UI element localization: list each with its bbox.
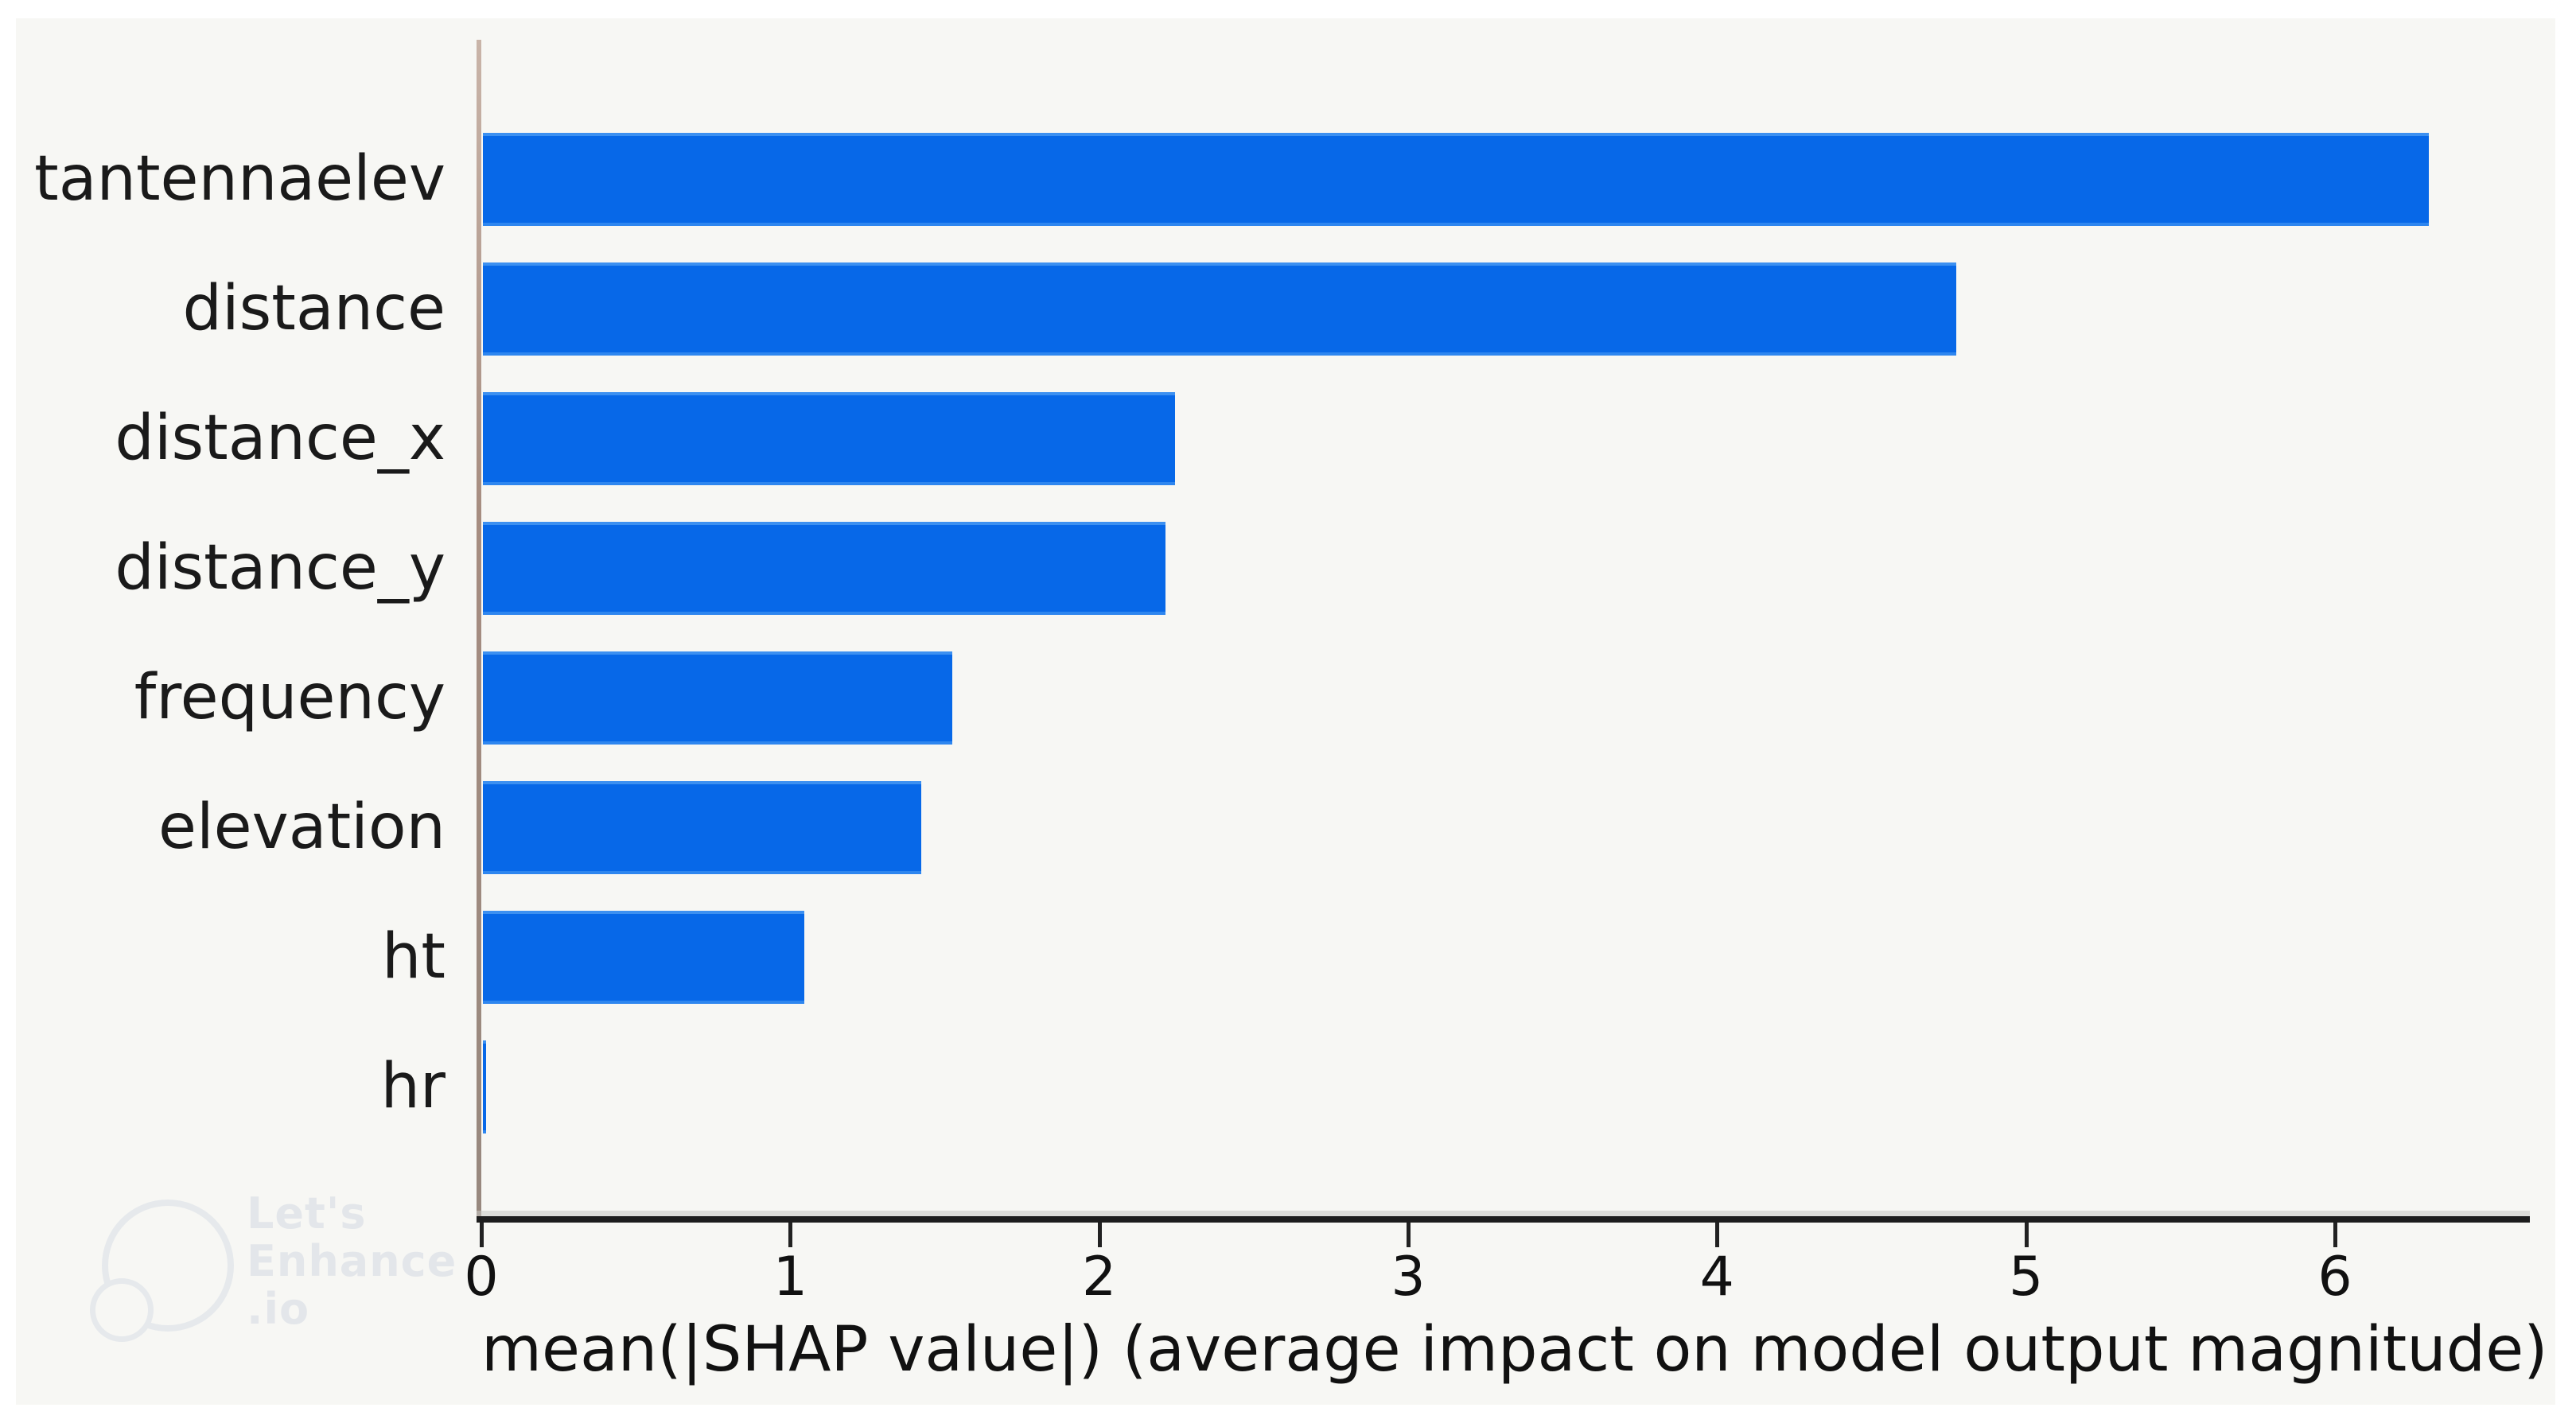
watermark-circle-small	[90, 1278, 154, 1342]
watermark-circle-large	[102, 1200, 234, 1332]
bar-distance_x	[483, 391, 1175, 485]
watermark-line: Let's	[247, 1188, 367, 1238]
x-axis-label: mean(|SHAP value|) (average impact on mo…	[481, 1314, 2548, 1386]
feature-label-frequency: frequency	[134, 662, 446, 733]
bar-hr	[483, 1040, 486, 1133]
x-tick-label-5: 5	[2009, 1246, 2044, 1308]
x-tick-mark-5	[2024, 1223, 2029, 1247]
feature-label-hr: hr	[380, 1051, 446, 1122]
x-tick-mark-4	[1715, 1223, 1720, 1247]
bar-distance	[483, 262, 1957, 356]
x-tick-label-0: 0	[464, 1246, 499, 1308]
feature-label-ht: ht	[381, 921, 446, 993]
feature-label-distance_x: distance_x	[115, 402, 446, 474]
x-tick-mark-1	[788, 1223, 793, 1247]
x-tick-mark-2	[1097, 1223, 1102, 1247]
figure-background	[16, 18, 2555, 1405]
bar-distance_y	[483, 521, 1166, 615]
letsenhance-watermark: Let's Enhance .io	[247, 1190, 565, 1333]
bar-tantennaelev	[483, 132, 2430, 226]
feature-label-distance_y: distance_y	[115, 532, 446, 604]
x-tick-label-2: 2	[1082, 1246, 1117, 1308]
x-tick-label-1: 1	[772, 1246, 807, 1308]
feature-label-distance: distance	[182, 273, 446, 344]
y-axis-spine	[477, 40, 481, 1219]
x-tick-mark-0	[480, 1223, 484, 1247]
x-axis-spine	[477, 1216, 2530, 1223]
feature-label-elevation: elevation	[158, 791, 446, 863]
feature-label-tantennaelev: tantennaelev	[34, 143, 446, 215]
x-tick-mark-3	[1406, 1223, 1411, 1247]
watermark-line: .io	[247, 1284, 310, 1334]
bar-elevation	[483, 780, 922, 874]
x-tick-label-6: 6	[2317, 1246, 2352, 1308]
bar-ht	[483, 910, 804, 1004]
x-tick-label-4: 4	[1699, 1246, 1734, 1308]
watermark-line: Enhance	[247, 1236, 457, 1286]
x-tick-mark-6	[2333, 1223, 2337, 1247]
bar-frequency	[483, 651, 953, 745]
x-tick-label-3: 3	[1391, 1246, 1426, 1308]
